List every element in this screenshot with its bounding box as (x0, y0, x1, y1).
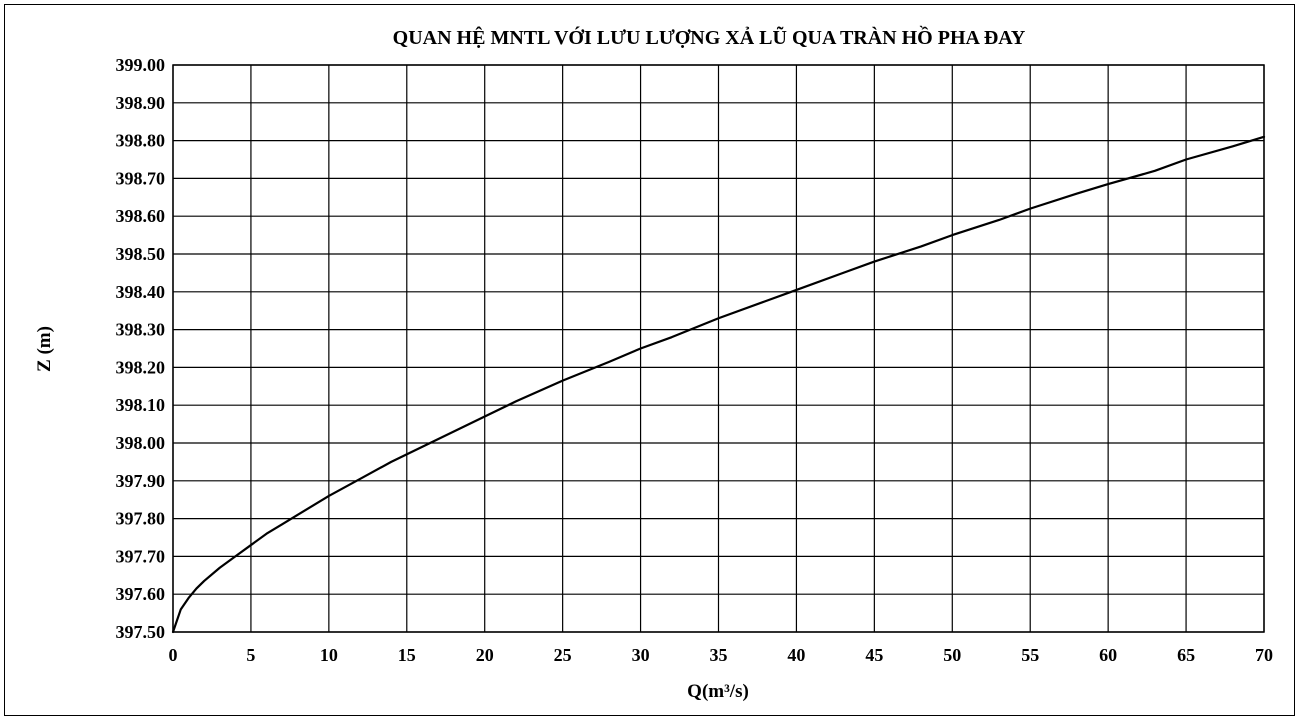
plot-area-border (172, 64, 1265, 633)
y-tick-labels: 397.50 397.60 397.70 397.80 397.90 398.00 398.… (116, 55, 166, 642)
chart-title: QUAN HỆ MNTL VỚI LƯU LƯỢNG XẢ LŨ QUA TRÀ… (393, 25, 1026, 49)
x-tick-label: 0 (169, 645, 178, 665)
x-axis-label: Q(m³/s) (687, 681, 749, 702)
x-tick-label: 25 (554, 645, 572, 665)
y-tick-label: 397.50 (116, 622, 166, 642)
x-tick-label: 20 (476, 645, 494, 665)
x-tick-label: 55 (1021, 645, 1039, 665)
series-layer (171, 135, 1266, 634)
x-tick-label: 10 (320, 645, 338, 665)
y-tick-label: 397.80 (116, 509, 166, 529)
y-tick-label: 399.00 (116, 55, 166, 75)
x-tick-label: 30 (632, 645, 650, 665)
y-tick-label: 397.90 (116, 471, 166, 491)
chart-frame (4, 4, 1295, 716)
x-tick-label: 50 (943, 645, 961, 665)
y-tick-label: 397.60 (116, 584, 166, 604)
x-tick-label: 60 (1099, 645, 1117, 665)
x-tick-label: 70 (1255, 645, 1273, 665)
y-tick-label: 398.40 (116, 282, 166, 302)
x-tick-label: 65 (1177, 645, 1195, 665)
x-tick-label: 5 (246, 645, 255, 665)
y-tick-label: 397.70 (116, 546, 166, 566)
y-tick-label: 398.50 (116, 244, 166, 264)
x-tick-label: 15 (398, 645, 416, 665)
x-tick-labels: 0 5 10 15 20 25 30 35 40 45 50 55 60 65 70 (169, 645, 1274, 665)
y-tick-label: 398.00 (116, 433, 166, 453)
y-tick-label: 398.80 (116, 131, 166, 151)
x-tick-label: 35 (710, 645, 728, 665)
y-tick-label: 398.10 (116, 395, 166, 415)
y-tick-label: 398.30 (116, 320, 166, 340)
y-tick-label: 398.60 (116, 206, 166, 226)
x-tick-label: 45 (865, 645, 883, 665)
y-tick-label: 398.90 (116, 93, 166, 113)
series-line-0 (171, 135, 1266, 634)
x-tick-label: 40 (787, 645, 805, 665)
y-axis-label: Z (m) (34, 326, 55, 372)
y-tick-label: 398.20 (116, 357, 166, 377)
grid (172, 64, 1265, 633)
y-tick-label: 398.70 (116, 168, 166, 188)
